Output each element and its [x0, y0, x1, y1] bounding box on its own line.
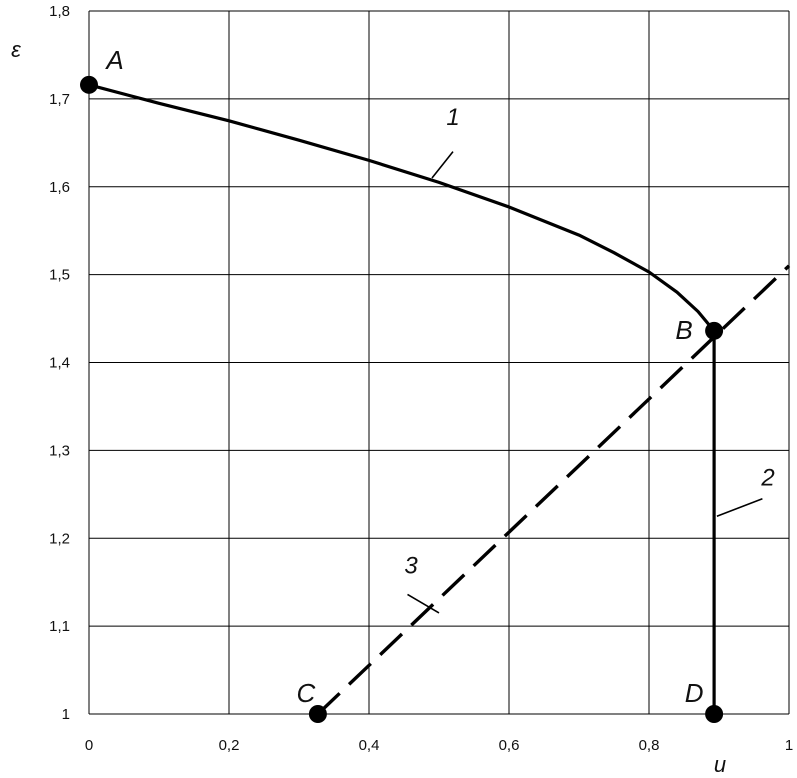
point-label-A: A [104, 45, 123, 75]
x-tick-label: 0,4 [359, 737, 380, 754]
series-label-3: 3 [404, 552, 418, 579]
y-axis-label: ε [11, 37, 21, 62]
point-label-D: D [685, 678, 704, 708]
x-tick-label: 0,2 [219, 737, 240, 754]
y-tick-label: 1,8 [49, 3, 70, 20]
y-tick-label: 1,5 [49, 267, 70, 284]
y-tick-label: 1,1 [49, 618, 70, 635]
series-label-leader-3 [407, 593, 440, 614]
series-line-3 [316, 264, 791, 716]
y-tick-label: 1,7 [49, 91, 70, 108]
x-tick-label: 0 [85, 737, 93, 754]
x-tick-label: 0,6 [499, 737, 520, 754]
x-tick-label: 0,8 [639, 737, 660, 754]
x-tick-label: 1 [785, 737, 793, 754]
y-tick-label: 1 [62, 706, 70, 723]
y-tick-label: 1,4 [49, 355, 70, 372]
point-A [80, 75, 98, 94]
series-label-2: 2 [760, 465, 774, 492]
point-label-B: B [675, 315, 692, 345]
point-B [705, 321, 724, 340]
y-tick-label: 1,3 [49, 442, 70, 459]
point-C [308, 705, 327, 723]
series-label-leader-1 [431, 151, 454, 179]
point-label-C: C [297, 678, 316, 708]
grid-group [88, 10, 790, 715]
series-label-1: 1 [446, 104, 459, 131]
y-tick-label: 1,6 [49, 179, 70, 196]
series-line-1 [88, 83, 716, 332]
y-tick-label: 1,2 [49, 530, 70, 547]
x-axis-label: u [714, 752, 726, 777]
series-label-leader-2 [716, 497, 763, 518]
point-D [705, 705, 724, 723]
